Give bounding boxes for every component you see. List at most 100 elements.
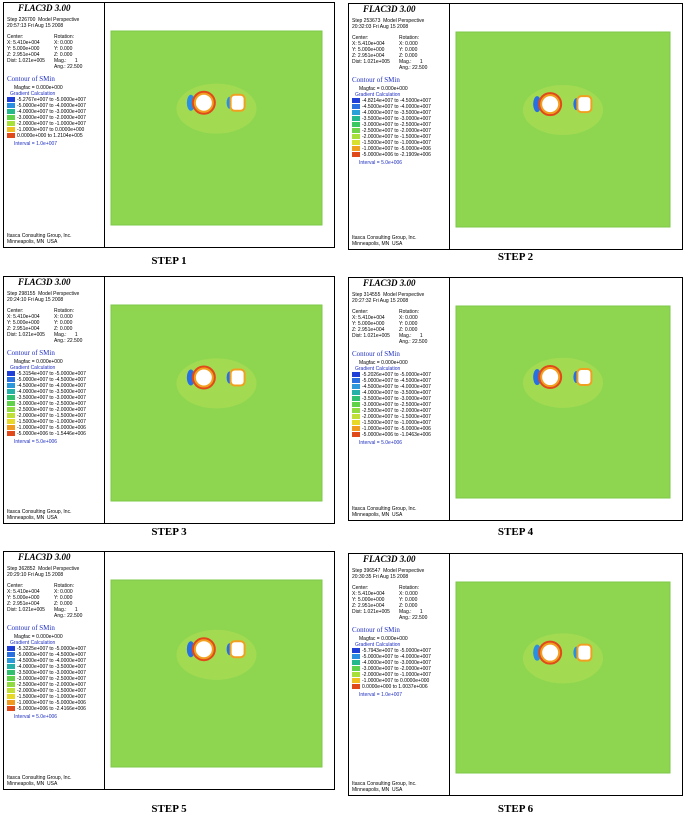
tunnel-ring <box>229 640 246 659</box>
legend-swatch <box>7 395 15 400</box>
software-title: FLAC3D 3.00 <box>363 554 416 564</box>
legend-column: FLAC3D 3.00 Step 314555 Model Perspective… <box>349 278 450 520</box>
legend-swatch <box>352 684 360 689</box>
tunnel-ring <box>576 368 593 387</box>
legend-column: FLAC3D 3.00 Step 253673 Model Perspective… <box>349 4 450 249</box>
legend-label: -4.5000e+007 to -4.0000e+007 <box>17 383 86 389</box>
mag-line: Mag.: 1 <box>399 59 423 65</box>
step-line: Step 226700 Model Perspective <box>7 17 80 23</box>
rotation-line: Y: 0.000 <box>399 47 418 53</box>
legend-swatch <box>352 408 360 413</box>
rotation-line: Z: 0.000 <box>54 52 73 58</box>
footer-line: Minneapolis, MN USA <box>7 515 58 521</box>
tunnel-ring <box>576 643 593 662</box>
legend-label: -2.0000e+007 to -1.5000e+007 <box>17 688 86 694</box>
rotation-line: Rotation: <box>54 308 75 314</box>
software-title: FLAC3D 3.00 <box>18 277 71 287</box>
step-caption: STEP 3 <box>151 526 187 538</box>
legend-swatch <box>7 109 15 114</box>
legend-label: -3.0000e+007 to -2.0000e+007 <box>17 115 86 121</box>
legend-label: -4.5000e+007 to -4.0000e+007 <box>362 384 431 390</box>
legend-label: -1.0000e+007 to 0.0000e+000 <box>362 678 430 684</box>
ang-line: Ang.: 22.500 <box>54 338 83 344</box>
legend-swatch <box>352 660 360 665</box>
flac-panel: FLAC3D 3.00 Step 253673 Model Perspective… <box>348 3 683 250</box>
step-line: Step 362852 Model Perspective <box>7 566 80 572</box>
tunnel <box>195 369 212 386</box>
dist-line: Dist: 1.021e+005 <box>7 332 45 338</box>
dist-line: Dist: 1.021e+005 <box>7 58 45 64</box>
center-line: X: 5.410e+004 <box>352 41 385 47</box>
magfac-line: Magfac = 0.000e+000 <box>359 360 408 366</box>
date-line: 20:57:13 Fri Aug 15 2008 <box>7 23 64 29</box>
footer-line: Itasca Consulting Group, Inc. <box>352 235 417 241</box>
center-line: Center: <box>7 308 24 314</box>
model-view <box>110 304 323 502</box>
dist-line: Dist: 1.021e+005 <box>7 607 45 613</box>
tunnel-ring <box>229 93 246 112</box>
gradient-line: Gradient Calculation <box>355 92 401 98</box>
legend-label: -5.0000e+007 to -4.5000e+007 <box>362 378 431 384</box>
legend-swatch <box>352 104 360 109</box>
legend-swatch <box>7 676 15 681</box>
dist-line: Dist: 1.021e+005 <box>352 333 390 339</box>
center-line: Y: 5.000e+000 <box>352 597 385 603</box>
rotation-line: Z: 0.000 <box>399 603 418 609</box>
step-caption: STEP 1 <box>151 255 187 267</box>
center-line: Y: 5.000e+000 <box>7 320 40 326</box>
center-line: Center: <box>7 34 24 40</box>
model-view <box>455 31 671 228</box>
legend-swatch <box>352 140 360 145</box>
legend-swatch <box>7 431 15 436</box>
interval-line: Interval = 5.0e+006 <box>359 160 403 166</box>
footer-line: Itasca Consulting Group, Inc. <box>7 775 72 781</box>
legend-swatch <box>7 419 15 424</box>
legend-label: -1.0000e+007 to 0.0000e+000 <box>17 127 85 133</box>
center-line: Y: 5.000e+000 <box>352 47 385 53</box>
legend-column: FLAC3D 3.00 Step 396547 Model Perspective… <box>349 554 450 795</box>
center-line: Z: 2.951e+004 <box>7 52 40 58</box>
legend-swatch <box>352 402 360 407</box>
legend-label: -2.0000e+007 to -1.0000e+007 <box>362 672 431 678</box>
legend-label: -1.5000e+007 to -1.0000e+007 <box>362 140 431 146</box>
legend-label: -3.0000e+007 to -2.0000e+007 <box>362 666 431 672</box>
center-line: Y: 5.000e+000 <box>7 595 40 601</box>
legend-label: -2.5000e+007 to -2.0000e+007 <box>362 408 431 414</box>
legend-column: FLAC3D 3.00 Step 226700 Model Perspective… <box>4 3 105 247</box>
ang-line: Ang.: 22.500 <box>399 65 428 71</box>
date-line: 20:30:35 Fri Aug 15 2008 <box>352 574 409 580</box>
footer-line: Itasca Consulting Group, Inc. <box>7 509 72 515</box>
date-line: 20:29:10 Fri Aug 15 2008 <box>7 572 64 578</box>
legend-label: -5.0000e+007 to -4.0000e+007 <box>362 654 431 660</box>
legend-label: -2.5000e+007 to -2.0000e+007 <box>362 128 431 134</box>
center-line: X: 5.410e+004 <box>7 40 40 46</box>
gradient-line: Gradient Calculation <box>355 642 401 648</box>
legend-label: -2.0000e+007 to -1.5000e+007 <box>362 414 431 420</box>
date-line: 20:24:10 Fri Aug 15 2008 <box>7 297 64 303</box>
legend-label: -4.0000e+007 to -3.5000e+007 <box>17 664 86 670</box>
date-line: 20:32:03 Fri Aug 15 2008 <box>352 24 409 30</box>
center-line: Center: <box>352 585 369 591</box>
rotation-line: X: 0.000 <box>399 41 418 47</box>
legend-swatch <box>352 116 360 121</box>
legend-label: -1.0000e+007 to -5.0000e+006 <box>362 426 431 432</box>
center-line: Center: <box>352 35 369 41</box>
flac-panel: FLAC3D 3.00 Step 226700 Model Perspective… <box>3 2 335 248</box>
rotation-line: Y: 0.000 <box>54 320 73 326</box>
legend-label: 0.0000e+000 to 1.0037e+006 <box>362 684 428 690</box>
step-caption: STEP 2 <box>497 251 534 263</box>
legend-swatch <box>352 98 360 103</box>
footer-line: Minneapolis, MN USA <box>352 241 403 247</box>
legend-label: -1.5000e+007 to -1.0000e+007 <box>17 419 86 425</box>
legend-swatch <box>7 694 15 699</box>
legend-swatch <box>7 115 15 120</box>
footer-line: Minneapolis, MN USA <box>352 512 403 518</box>
legend-swatch <box>7 658 15 663</box>
legend-swatch <box>7 121 15 126</box>
rotation-line: Rotation: <box>399 585 420 591</box>
legend-swatch <box>352 110 360 115</box>
step-line: Step 396547 Model Perspective <box>352 568 425 574</box>
center-line: X: 5.410e+004 <box>352 315 385 321</box>
legend-label: -3.0000e+007 to -2.5000e+007 <box>362 402 431 408</box>
